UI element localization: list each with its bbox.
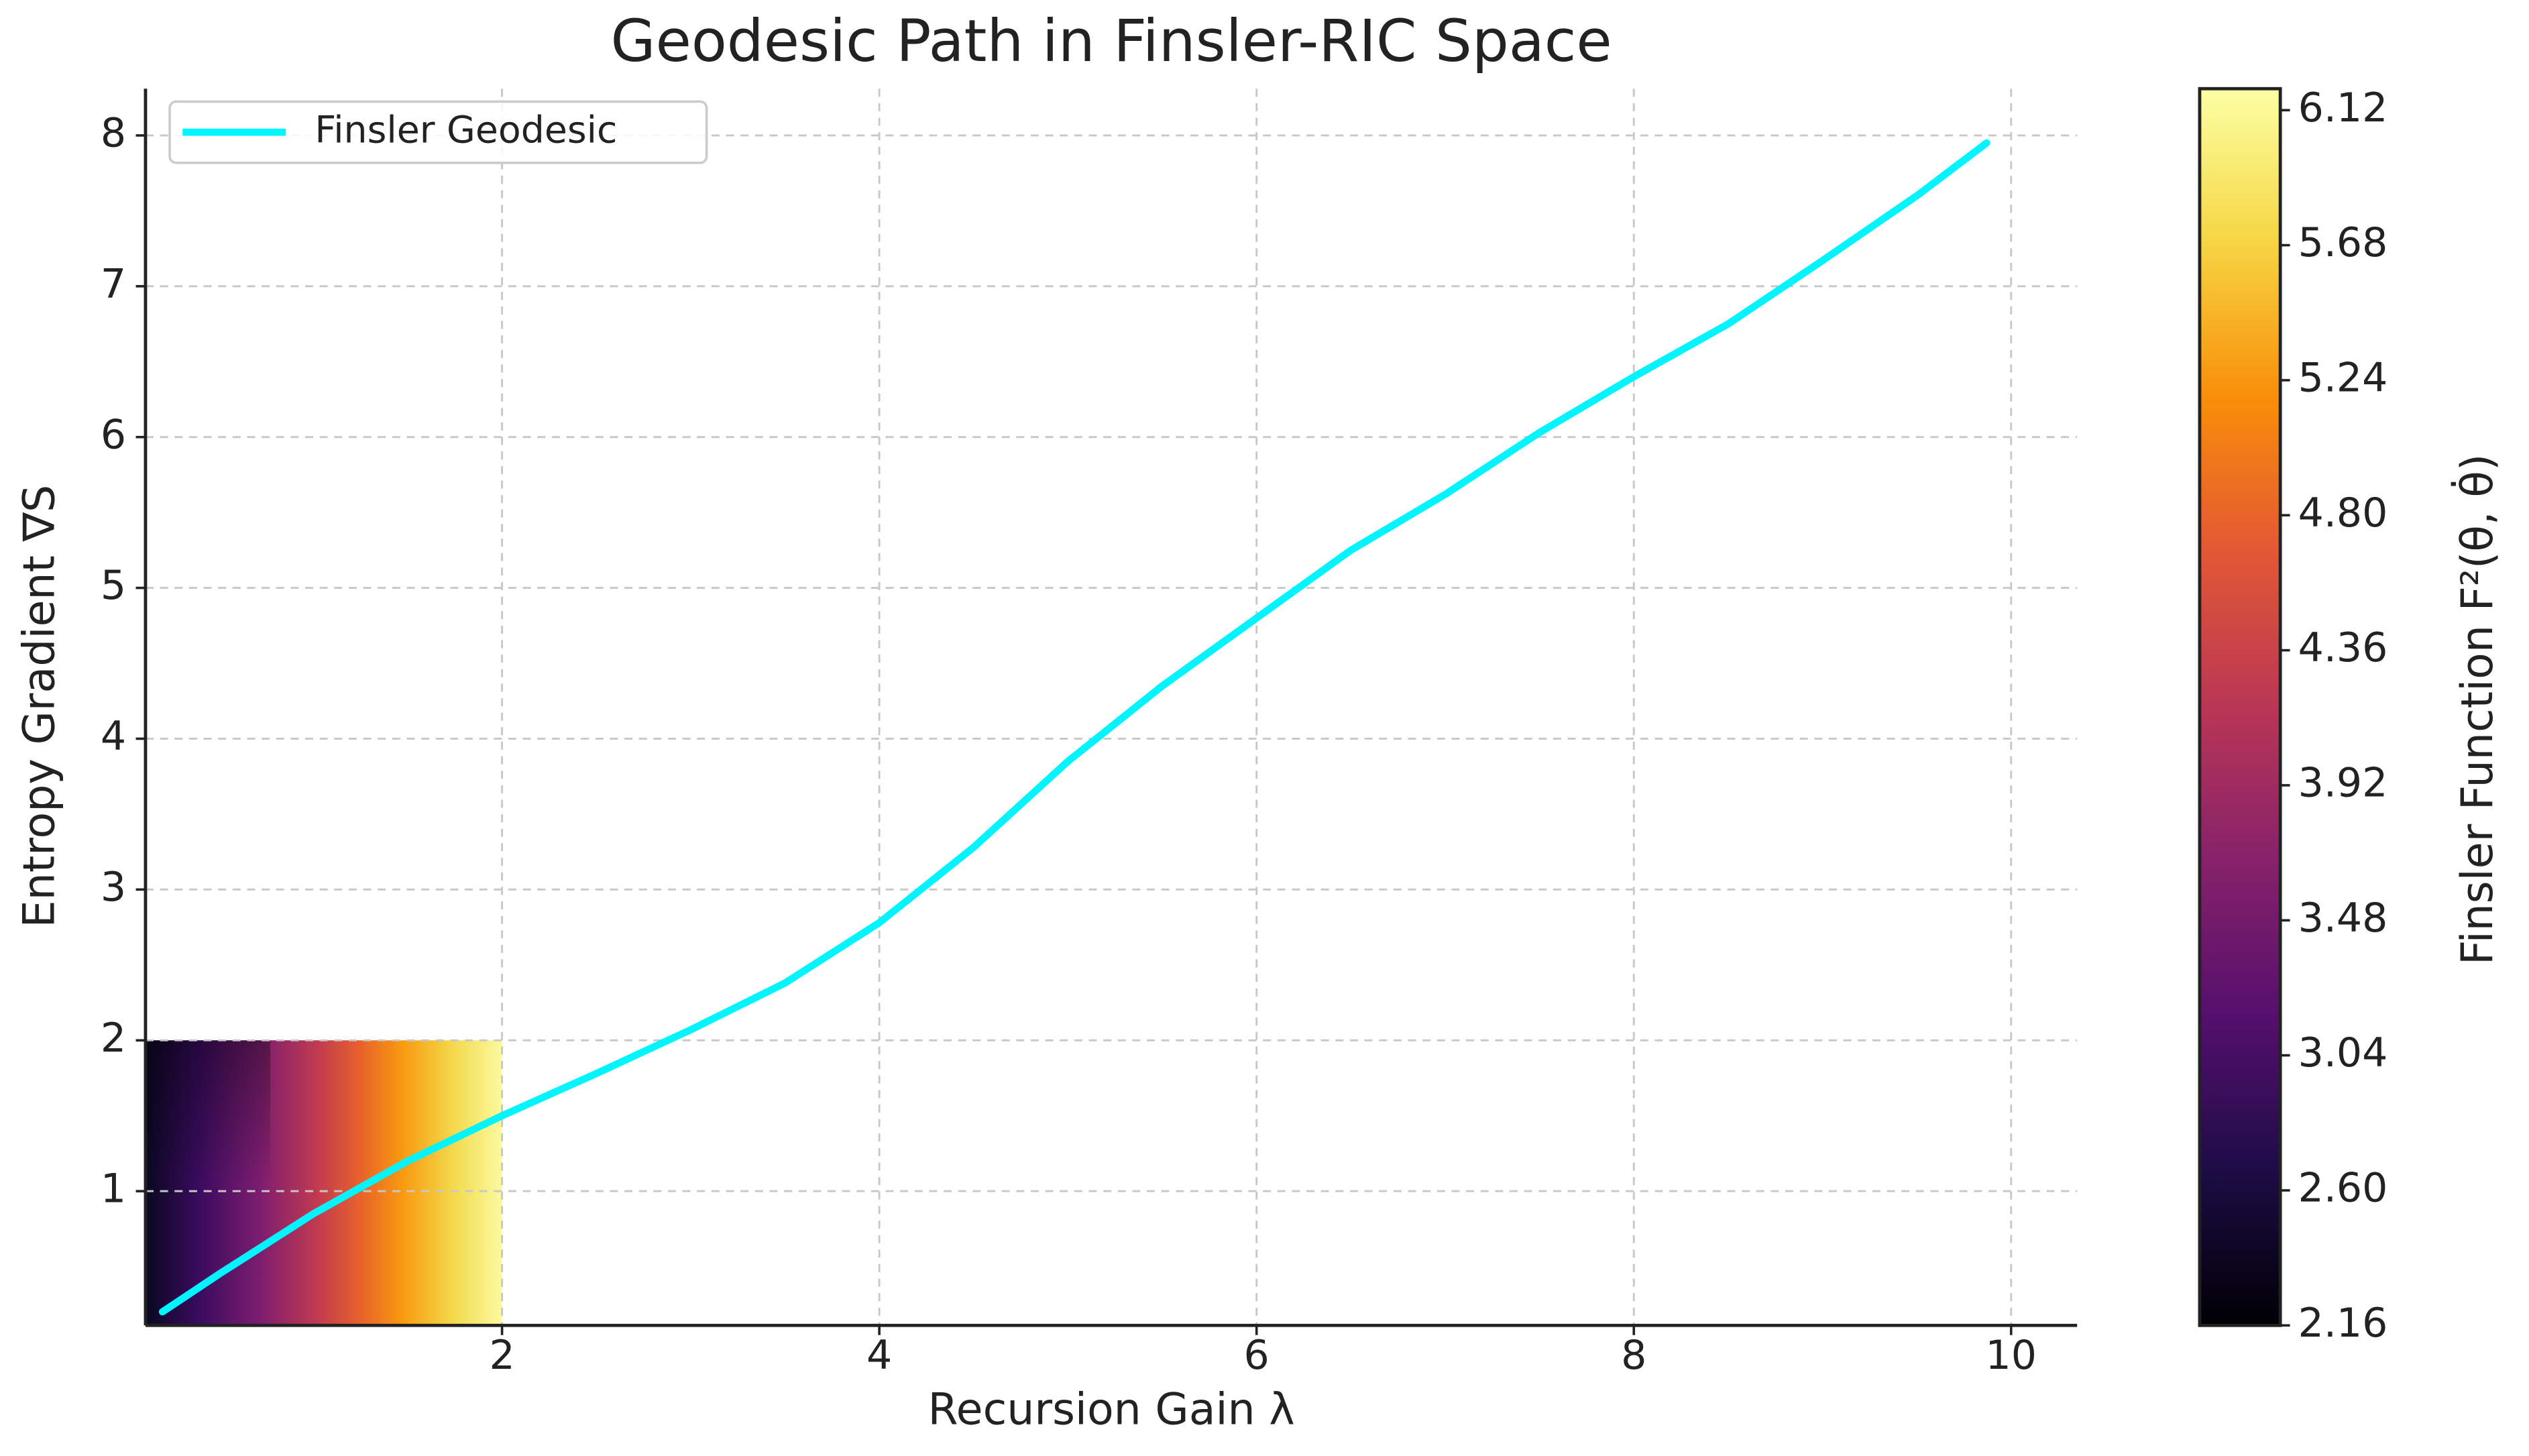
x-tick-label: 2 <box>489 1332 514 1379</box>
x-axis-label: Recursion Gain λ <box>928 1385 1294 1435</box>
colorbar-tick-label: 5.24 <box>2298 355 2388 402</box>
heatmap-shade <box>145 1040 271 1183</box>
colorbar-tick-label: 2.60 <box>2298 1165 2388 1212</box>
colorbar-tick-label: 2.16 <box>2298 1300 2388 1347</box>
x-tick-label: 4 <box>866 1332 892 1379</box>
x-tick-label: 10 <box>1986 1332 2037 1379</box>
x-tick-label: 6 <box>1244 1332 1270 1379</box>
y-tick-label: 7 <box>101 260 126 307</box>
y-axis-label: Entropy Gradient ∇S <box>15 485 65 928</box>
y-tick-label: 3 <box>101 864 126 911</box>
y-tick-label: 4 <box>101 713 126 760</box>
x-tick-label: 8 <box>1621 1332 1646 1379</box>
colorbar-tick-label: 4.80 <box>2298 490 2388 537</box>
legend-label: Finsler Geodesic <box>315 109 617 152</box>
data-line <box>158 139 1990 1316</box>
colorbar-label: Finsler Function F²(θ, θ̇) <box>2451 454 2503 965</box>
chart-title: Geodesic Path in Finsler-RIC Space <box>611 8 1612 75</box>
colorbar-tick-label: 6.12 <box>2298 85 2388 131</box>
colorbar-tick-label: 3.48 <box>2298 895 2388 942</box>
y-tick-label: 5 <box>101 562 126 609</box>
colorbar-tick-label: 4.36 <box>2298 624 2388 671</box>
colorbar <box>2198 87 2282 1327</box>
colorbar-tick-label: 5.68 <box>2298 219 2388 266</box>
y-tick-label: 2 <box>101 1015 126 1062</box>
y-tick-label: 6 <box>101 411 126 458</box>
legend-box <box>168 100 708 164</box>
y-tick-label: 8 <box>101 110 126 157</box>
colorbar-tick-label: 3.04 <box>2298 1029 2388 1076</box>
colorbar-tick-label: 3.92 <box>2298 760 2388 807</box>
y-tick-label: 1 <box>101 1166 126 1213</box>
